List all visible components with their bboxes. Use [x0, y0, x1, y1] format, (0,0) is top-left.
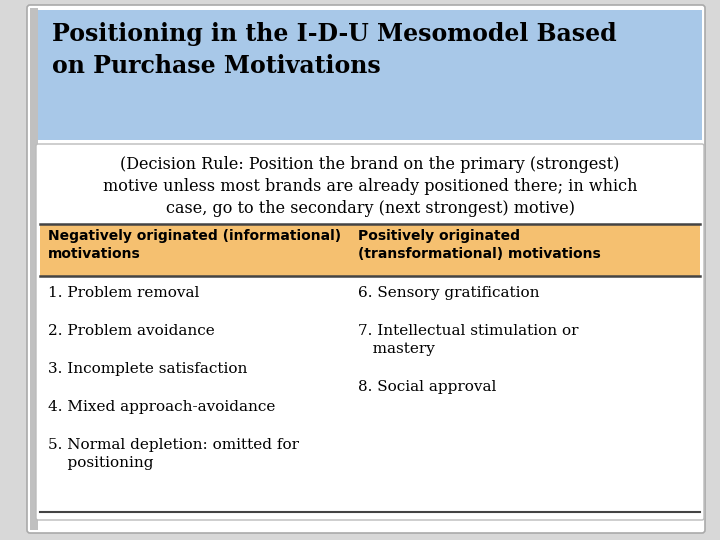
- Text: 2. Problem avoidance: 2. Problem avoidance: [48, 324, 215, 338]
- Bar: [30, 8, 38, 530]
- Text: 5. Normal depletion: omitted for
    positioning: 5. Normal depletion: omitted for positio…: [48, 438, 299, 470]
- Text: Positioning in the I-D-U Mesomodel Based
on Purchase Motivations: Positioning in the I-D-U Mesomodel Based…: [52, 22, 616, 78]
- Text: 4. Mixed approach-avoidance: 4. Mixed approach-avoidance: [48, 400, 275, 414]
- Text: Positively originated
(transformational) motivations: Positively originated (transformational)…: [359, 229, 601, 261]
- Text: Negatively originated (informational)
motivations: Negatively originated (informational) mo…: [48, 229, 341, 261]
- Text: (Decision Rule: Position the brand on the primary (strongest)
motive unless most: (Decision Rule: Position the brand on th…: [103, 156, 637, 218]
- FancyBboxPatch shape: [27, 5, 705, 533]
- Text: 3. Incomplete satisfaction: 3. Incomplete satisfaction: [48, 362, 248, 376]
- Bar: [40, 224, 700, 276]
- Bar: [38, 10, 702, 140]
- FancyBboxPatch shape: [36, 144, 704, 520]
- Text: 6. Sensory gratification: 6. Sensory gratification: [359, 286, 540, 300]
- Text: 7. Intellectual stimulation or
   mastery: 7. Intellectual stimulation or mastery: [359, 324, 579, 356]
- Text: 1. Problem removal: 1. Problem removal: [48, 286, 199, 300]
- Text: 8. Social approval: 8. Social approval: [359, 380, 497, 394]
